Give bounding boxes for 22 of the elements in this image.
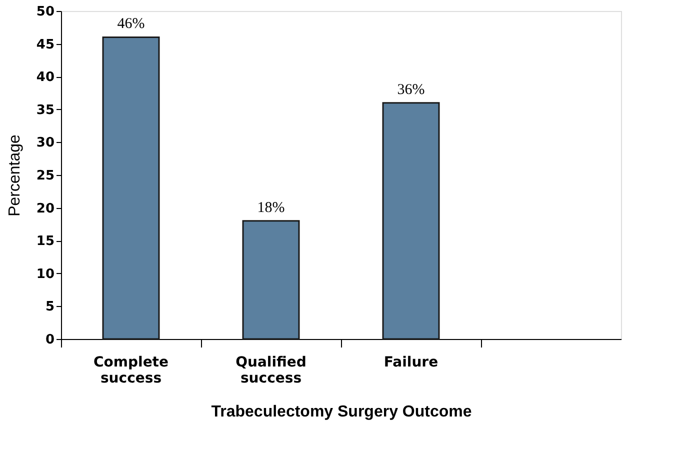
y-tick-label: 25 — [36, 168, 54, 184]
bar — [102, 36, 160, 340]
y-tick-label: 15 — [36, 234, 54, 250]
data-label: 36% — [397, 82, 425, 98]
data-label: 46% — [117, 16, 145, 32]
y-tick-label: 35 — [36, 102, 54, 118]
y-tick-label: 30 — [36, 136, 54, 151]
y-tick-label: 0 — [45, 332, 54, 348]
y-tick-label: 50 — [36, 4, 54, 20]
x-tick-label: Complete success — [94, 354, 168, 386]
y-tick-label: 40 — [36, 70, 54, 86]
bar — [382, 102, 440, 340]
x-tick-label: Failure — [384, 354, 438, 370]
data-label: 18% — [257, 200, 285, 216]
y-tick-label: 10 — [36, 266, 54, 282]
x-tick-label: Qualified success — [236, 354, 306, 386]
y-tick-label: 20 — [36, 201, 54, 216]
bar — [242, 220, 300, 340]
y-axis-title: Percentage — [6, 134, 24, 216]
y-tick-label: 5 — [45, 300, 54, 315]
x-axis-title: Trabeculectomy Surgery Outcome — [211, 404, 472, 420]
y-tick-label: 45 — [36, 37, 54, 52]
